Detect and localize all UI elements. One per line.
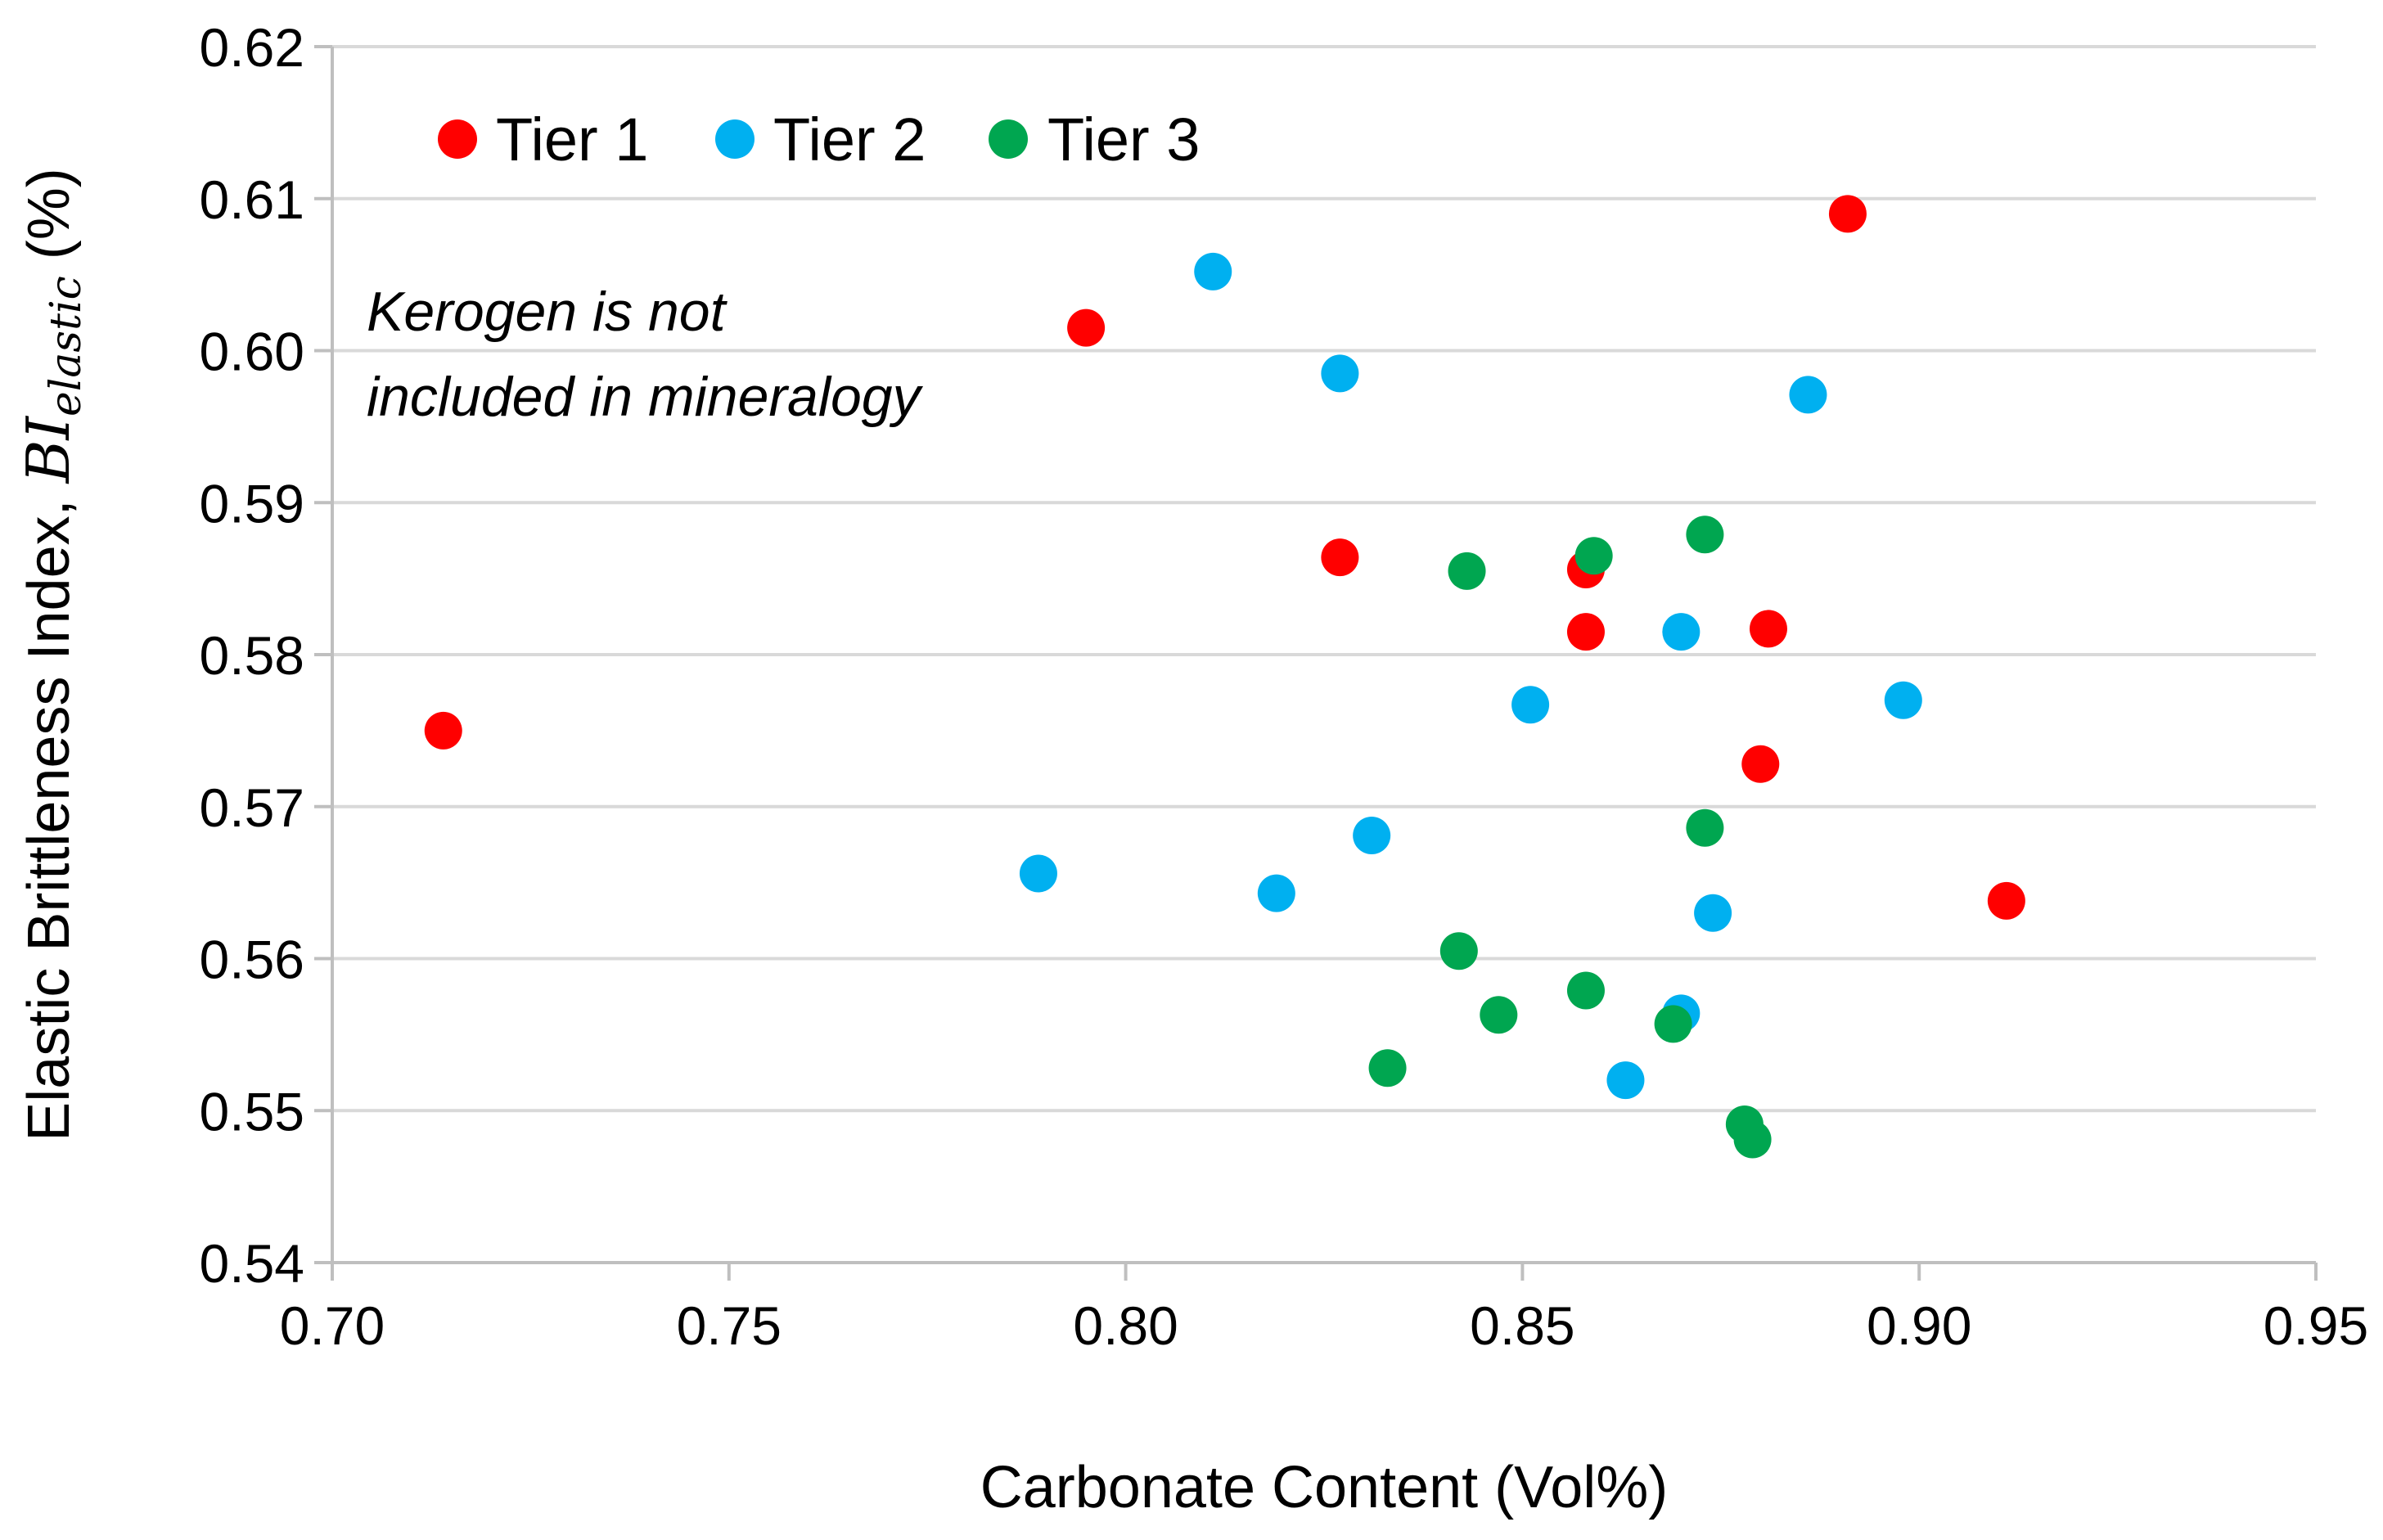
legend-marker-tier-3 [989, 119, 1028, 159]
data-point-tier-3 [1439, 932, 1478, 970]
y-tick-label: 0.62 [200, 17, 304, 78]
data-point-tier-1 [1741, 745, 1780, 783]
x-tick-label: 0.80 [1073, 1295, 1178, 1356]
data-point-tier-1 [424, 711, 462, 750]
data-point-tier-3 [1448, 552, 1486, 590]
annotation-line-1: Kerogen is not [367, 281, 728, 343]
data-point-tier-2 [1257, 874, 1295, 912]
data-point-tier-3 [1566, 971, 1605, 1010]
y-tick-label: 0.58 [200, 625, 304, 686]
data-point-tier-2 [1789, 376, 1827, 414]
x-tick-label: 0.95 [2264, 1295, 2368, 1356]
y-axis-title-subscript: elastic [42, 276, 91, 417]
data-point-tier-3 [1686, 808, 1724, 847]
legend-marker-tier-2 [715, 119, 755, 159]
y-tick-labels: 0.54 0.55 0.56 0.57 0.58 0.59 0.60 0.61 0.62 [200, 17, 304, 1294]
legend-label-tier-1: Tier 1 [496, 106, 648, 173]
legend-label-tier-2: Tier 2 [773, 106, 926, 173]
legend: Tier 1 Tier 2 Tier 3 [438, 106, 1200, 173]
x-tick-label: 0.70 [280, 1295, 385, 1356]
y-tick-label: 0.55 [200, 1081, 304, 1141]
data-point-tier-2 [1194, 252, 1232, 290]
y-tick-label: 0.59 [200, 473, 304, 534]
y-tick-label: 0.54 [200, 1233, 304, 1294]
data-point-tier-1 [1067, 308, 1106, 347]
y-tick-label: 0.56 [200, 930, 304, 990]
data-point-tier-3 [1368, 1049, 1407, 1087]
gridlines [314, 45, 2318, 1281]
data-point-tier-2 [1511, 686, 1550, 724]
data-point-tier-1 [1566, 613, 1605, 651]
data-point-tier-2 [1884, 681, 1922, 719]
data-point-tier-1 [1749, 610, 1787, 648]
data-point-tier-2 [1606, 1061, 1645, 1100]
y-axis-title-symbol: BI [14, 415, 83, 484]
data-point-tier-3 [1574, 537, 1613, 575]
data-points [424, 195, 2025, 1159]
data-point-tier-2 [1019, 854, 1057, 893]
data-point-tier-3 [1686, 516, 1724, 554]
data-point-tier-3 [1480, 996, 1518, 1034]
data-point-tier-3 [1733, 1120, 1772, 1159]
data-point-tier-2 [1694, 894, 1732, 932]
legend-label-tier-3: Tier 3 [1047, 106, 1200, 173]
data-point-tier-2 [1321, 354, 1359, 393]
x-tick-label: 0.90 [1867, 1295, 1971, 1356]
y-tick-label: 0.60 [200, 322, 304, 382]
data-point-tier-3 [1654, 1005, 1692, 1043]
data-point-tier-2 [1662, 613, 1701, 651]
data-point-tier-1 [1321, 538, 1359, 577]
data-point-tier-2 [1353, 817, 1391, 855]
y-tick-label: 0.57 [200, 777, 304, 838]
y-axis-title: Elastic Brittleness Index, BIelastic (%) [14, 168, 91, 1141]
annotation-line-2: included in mineralogy [367, 366, 924, 428]
y-axis-title-suffix: (%) [16, 168, 82, 276]
x-tick-labels: 0.70 0.75 0.80 0.85 0.90 0.95 [280, 1295, 2368, 1356]
x-tick-label: 0.75 [677, 1295, 782, 1356]
data-point-tier-1 [1828, 195, 1867, 233]
x-tick-label: 0.85 [1470, 1295, 1574, 1356]
data-point-tier-1 [1987, 881, 2025, 920]
legend-marker-tier-1 [438, 119, 477, 159]
y-axis-title-prefix: Elastic Brittleness Index, [16, 483, 82, 1141]
x-axis-title: Carbonate Content (Vol%) [980, 1455, 1668, 1520]
y-tick-label: 0.61 [200, 169, 304, 230]
axes [331, 47, 2316, 1264]
